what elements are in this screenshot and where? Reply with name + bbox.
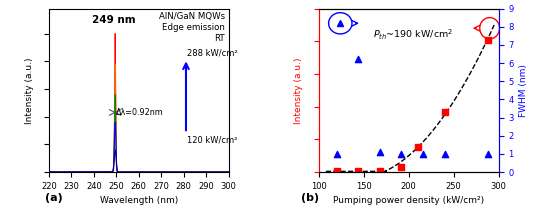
Y-axis label: Intensity (a.u.): Intensity (a.u.) [24,57,34,124]
Y-axis label: FWHM (nm): FWHM (nm) [519,64,528,117]
Point [376,150,384,154]
Point [483,152,492,156]
Point [397,166,406,169]
Point [332,169,341,173]
Point [354,58,363,61]
Point [397,152,406,156]
Point [332,152,341,156]
Point [414,145,422,148]
Point [376,169,384,172]
Text: (b): (b) [301,194,319,203]
Point [440,110,449,113]
Y-axis label: Intensity (a.u.): Intensity (a.u.) [294,57,304,124]
Point [419,152,428,156]
Point [440,152,449,156]
Text: 249 nm: 249 nm [92,15,136,25]
X-axis label: Pumping power density (kW/cm²): Pumping power density (kW/cm²) [333,196,484,205]
Text: $P_{th}$~190 kW/cm$^2$: $P_{th}$~190 kW/cm$^2$ [373,28,453,42]
Point [483,38,492,41]
Text: AlN/GaN MQWs
Edge emission
RT: AlN/GaN MQWs Edge emission RT [159,12,225,43]
Text: (a): (a) [45,194,63,203]
Text: Δλ=0.92nm: Δλ=0.92nm [117,108,164,117]
Text: 120 kW/cm²: 120 kW/cm² [187,136,237,145]
Point [354,169,363,173]
Text: 288 kW/cm²: 288 kW/cm² [187,48,238,57]
X-axis label: Wavelength (nm): Wavelength (nm) [100,196,178,205]
